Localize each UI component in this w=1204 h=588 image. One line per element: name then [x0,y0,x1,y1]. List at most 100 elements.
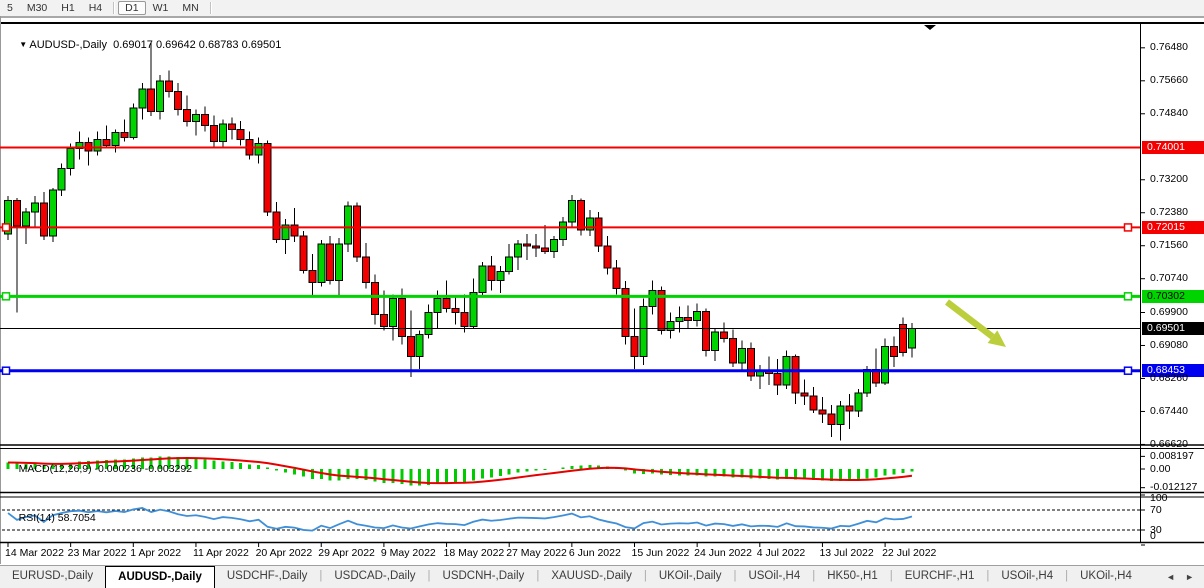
candle-up [863,369,872,394]
tab-separator: | [812,570,816,582]
hline-handle[interactable] [1,292,11,301]
candle-up [514,243,523,258]
hline-handle[interactable] [1123,366,1133,375]
candle-up [567,200,576,223]
candle-up [344,205,353,245]
timeframe-button-M30[interactable]: M30 [26,2,48,14]
candle-up [478,265,487,293]
rsi-line [7,507,913,532]
candle-down [523,243,532,247]
candle-down [576,200,585,231]
macd-histogram [6,456,914,486]
hline-handle[interactable] [1123,223,1133,232]
chart-tab-ukoil-daily[interactable]: UKOil-,Daily [658,570,722,582]
tab-scroll-right-icon[interactable]: ► [1185,572,1194,582]
toolbar-separator [113,2,115,14]
trend-arrow-shaft[interactable] [945,299,995,340]
candle-up [836,405,845,425]
candle-down [460,311,469,328]
candle-up [666,320,675,332]
candle-down [379,314,388,328]
chart-tab-xauusd-daily[interactable]: XAUUSD-,Daily [551,570,632,582]
candle-up [48,189,57,237]
chart-tab-bar: EURUSD-,Daily AUDUSD-,Daily USDCHF-,Daily |… [0,565,1204,588]
candle-up [854,392,863,412]
chart-tab-usdchf-daily[interactable]: USDCHF-,Daily [226,570,308,582]
timeframe-toolbar: 5 M30 H1 H4 D1 W1 MN [0,0,1204,17]
candle-down [899,324,907,354]
candle-down [397,297,406,338]
timeframe-button-D1[interactable]: D1 [118,1,146,15]
candle-down [827,413,836,425]
timeframe-button-MN[interactable]: MN [182,2,199,14]
timeframe-button-5[interactable]: 5 [7,2,13,14]
candle-up [424,311,433,336]
chart-tab-usdcnh-daily[interactable]: USDCNH-,Daily [442,570,525,582]
candle-down [890,346,899,358]
hline-handle[interactable] [1,366,11,375]
candle-down [200,114,209,126]
tab-separator: | [643,570,647,582]
candle-up [335,243,344,281]
candle-up [881,346,890,384]
candle-up [496,270,505,281]
chart-shift-marker-icon[interactable] [924,25,936,30]
candle-down [353,205,362,258]
candle-up [317,243,326,283]
timeframe-button-W1[interactable]: W1 [152,2,169,14]
hline-handle[interactable] [1123,292,1133,301]
candle-down [263,143,272,213]
chart-tab-usoil-h4[interactable]: USOil-,H4 [1001,570,1054,582]
candle-down [612,267,621,289]
candle-up [469,291,478,328]
candle-up [281,224,290,240]
tab-separator: | [427,570,431,582]
price-chart-canvas[interactable] [0,16,1204,565]
candle-up [254,143,263,156]
candle-down [746,348,755,377]
candle-up [415,334,424,358]
candle-down [370,282,379,316]
candle-down [183,108,191,122]
toolbar-separator [209,2,211,14]
candle-up [549,238,558,252]
candle-up [66,147,75,169]
candle-down [621,287,630,338]
chart-tab-eurusd-daily[interactable]: EURUSD-,Daily [12,570,94,582]
candle-up [505,256,514,272]
candle-down [120,131,129,139]
candle-down [290,224,299,237]
hline-handle[interactable] [1,223,11,232]
candle-up [30,202,39,213]
candle-up [21,211,30,227]
chart-tab-hk50-h1[interactable]: HK50-,H1 [827,570,878,582]
tab-separator: | [319,570,323,582]
candle-up [93,139,102,152]
candle-down [451,307,460,313]
tab-scroll-left-icon[interactable]: ◄ [1166,572,1176,582]
candles-group [4,42,916,441]
candle-down [603,245,612,269]
candle-up [57,167,66,191]
tab-separator: | [1065,570,1069,582]
candle-up [388,297,397,328]
chart-tab-usoil-h4[interactable]: USOil-,H4 [748,570,801,582]
chart-tab-eurchf-h1[interactable]: EURCHF-,H1 [904,570,975,582]
trend-arrow-head-icon[interactable] [987,330,1006,347]
candle-down [102,139,111,147]
candle-down [227,123,236,130]
chart-tab-ukoil-h4[interactable]: UKOil-,H4 [1080,570,1132,582]
timeframe-button-H4[interactable]: H4 [88,2,103,14]
candle-down [541,247,549,252]
candle-down [773,373,782,386]
candle-down [406,336,415,358]
chart-tab-usdcad-daily[interactable]: USDCAD-,Daily [334,570,416,582]
candle-up [639,305,648,358]
candle-up [129,107,138,139]
timeframe-button-H1[interactable]: H1 [61,2,75,14]
candle-up [218,123,227,143]
candle-down [147,88,156,112]
candle-down [728,338,737,364]
candle-down [174,90,183,110]
chart-tab-audusd-daily[interactable]: AUDUSD-,Daily [105,566,215,588]
